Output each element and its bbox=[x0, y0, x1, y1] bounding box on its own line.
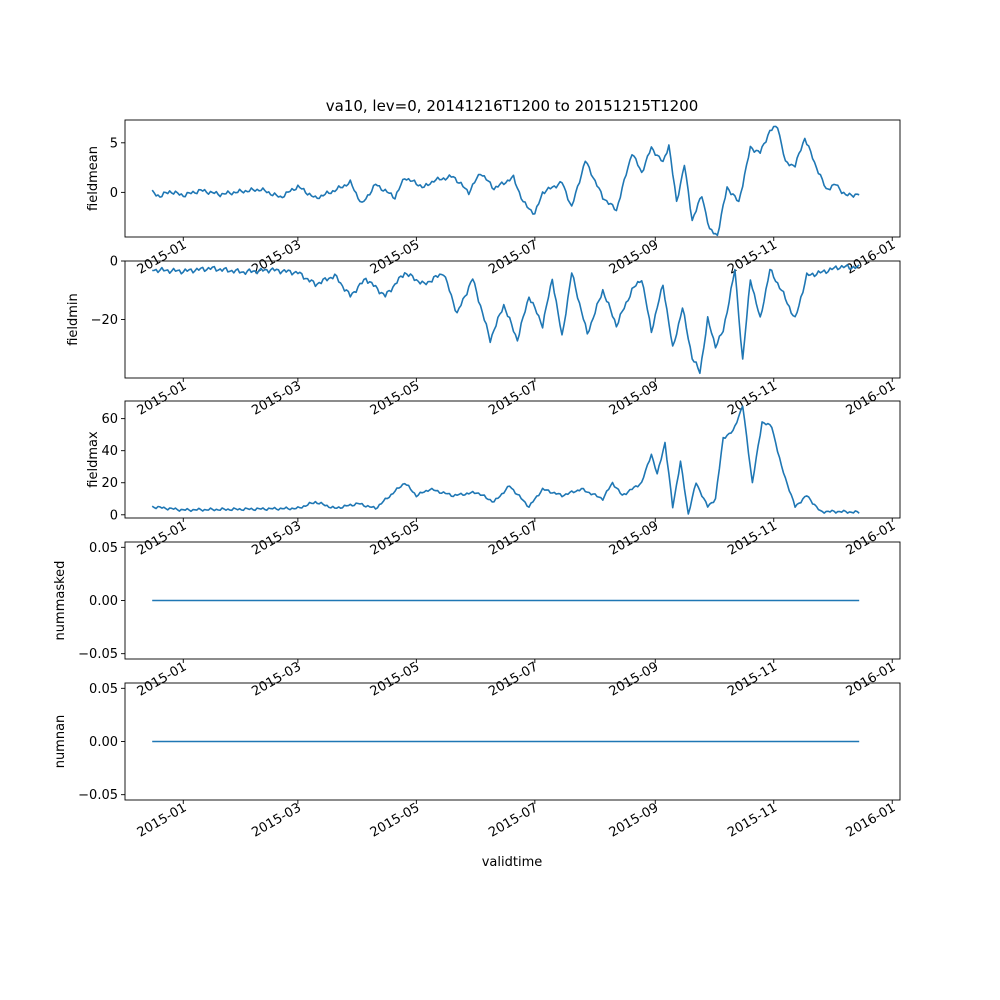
y-tick-label: 0.05 bbox=[89, 541, 118, 556]
y-axis-label: numnan bbox=[53, 715, 68, 769]
series-line-fieldmax bbox=[151, 405, 860, 515]
axes-frame bbox=[124, 400, 901, 519]
axes-frame bbox=[124, 119, 901, 238]
y-axis-label: fieldmin bbox=[66, 293, 81, 346]
y-tick-label: 20 bbox=[101, 476, 118, 491]
y-tick-label: 40 bbox=[101, 444, 118, 459]
series-line-fieldmin bbox=[152, 264, 860, 375]
y-axis-label: nummasked bbox=[53, 561, 68, 641]
y-tick-label: 5 bbox=[110, 136, 118, 151]
y-tick-label: 0.05 bbox=[89, 682, 118, 697]
y-tick-label: −20 bbox=[91, 313, 118, 328]
y-tick-label: 0 bbox=[110, 255, 118, 270]
y-tick-label: −0.05 bbox=[78, 647, 118, 662]
y-tick-label: 0 bbox=[110, 186, 118, 201]
y-tick-label: 0.00 bbox=[89, 735, 118, 750]
y-tick-label: −0.05 bbox=[78, 788, 118, 803]
series-line-fieldmean bbox=[151, 125, 860, 237]
y-tick-label: 0 bbox=[110, 508, 118, 523]
y-tick-label: 0.00 bbox=[89, 594, 118, 609]
panel-overlap-guard bbox=[126, 543, 900, 567]
panel-overlap-guard bbox=[126, 262, 900, 286]
chart-title: va10, lev=0, 20141216T1200 to 20151215T1… bbox=[326, 97, 699, 115]
y-axis-label: fieldmax bbox=[86, 431, 101, 488]
panel-overlap-guard bbox=[126, 684, 900, 708]
y-axis-label: fieldmean bbox=[86, 146, 101, 211]
x-axis-label: validtime bbox=[482, 855, 543, 870]
y-tick-label: 60 bbox=[101, 412, 118, 427]
panel-overlap-guard bbox=[126, 402, 900, 426]
